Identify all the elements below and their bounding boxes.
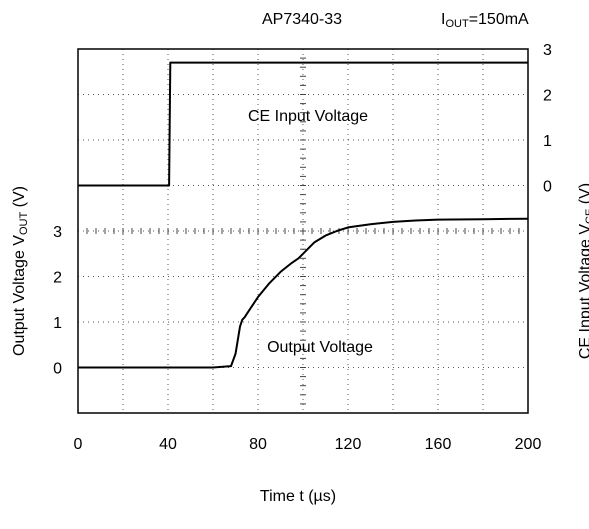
x-axis-label: Time t (µs) [260, 488, 336, 505]
right-y-tick-label: 0 [543, 179, 552, 196]
left-y-tick-label: 1 [53, 315, 62, 332]
right-y-tick-label: 1 [543, 133, 552, 150]
x-tick-label: 0 [74, 436, 83, 453]
right-axis-label-suffix: (V) [577, 183, 589, 209]
condition-prefix: I [441, 11, 445, 28]
chart-title: AP7340-33 [262, 11, 342, 28]
right-y-tick-labels: 0 1 2 3 [543, 42, 552, 196]
condition-subscript: OUT [445, 18, 469, 30]
x-tick-label: 200 [515, 436, 542, 453]
left-axis-label-suffix: (V) [11, 186, 28, 212]
right-y-tick-label: 2 [543, 88, 552, 105]
series-group [78, 61, 529, 369]
left-y-tick-labels: 0 1 2 3 [53, 224, 62, 378]
x-tick-label: 120 [335, 436, 362, 453]
grid [77, 48, 529, 414]
x-tick-label: 80 [249, 436, 267, 453]
x-tick-label: 40 [159, 436, 177, 453]
series-line-output-voltage [78, 217, 529, 369]
left-axis-label: Output Voltage VOUT (V) [11, 186, 30, 356]
right-y-tick-label: 3 [543, 42, 552, 59]
left-y-tick-label: 0 [53, 361, 62, 378]
left-y-tick-label: 2 [53, 270, 62, 287]
condition-label: IOUT=150mA [441, 11, 529, 30]
right-axis-label: CE Input Voltage VCE (V) [577, 183, 589, 359]
left-axis-label-main: Output Voltage V [11, 235, 28, 356]
plot-frame [77, 48, 529, 414]
left-axis-label-subscript: OUT [18, 212, 30, 236]
right-axis-label-main: CE Input Voltage V [577, 224, 589, 360]
left-y-tick-label: 3 [53, 224, 62, 241]
series-label-ce: CE Input Voltage [248, 108, 368, 125]
right-axis-label-subscript: CE [584, 209, 589, 224]
series-label-output: Output Voltage [267, 339, 373, 356]
series-line-ce-input-voltage [78, 61, 528, 187]
x-tick-labels: 0 40 80 120 160 200 [74, 436, 542, 453]
x-tick-label: 160 [425, 436, 452, 453]
condition-suffix: =150mA [469, 11, 529, 28]
